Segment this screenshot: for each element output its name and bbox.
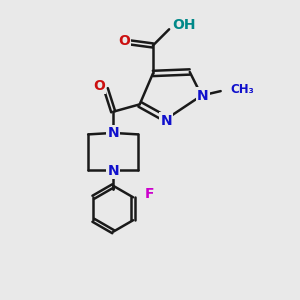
Text: N: N <box>160 114 172 128</box>
Text: CH₃: CH₃ <box>230 83 254 96</box>
Text: O: O <box>118 34 130 48</box>
Text: N: N <box>107 164 119 178</box>
Text: F: F <box>145 187 154 201</box>
Text: N: N <box>197 88 209 103</box>
Text: OH: OH <box>173 18 196 32</box>
Text: O: O <box>93 79 105 93</box>
Text: N: N <box>107 126 119 140</box>
